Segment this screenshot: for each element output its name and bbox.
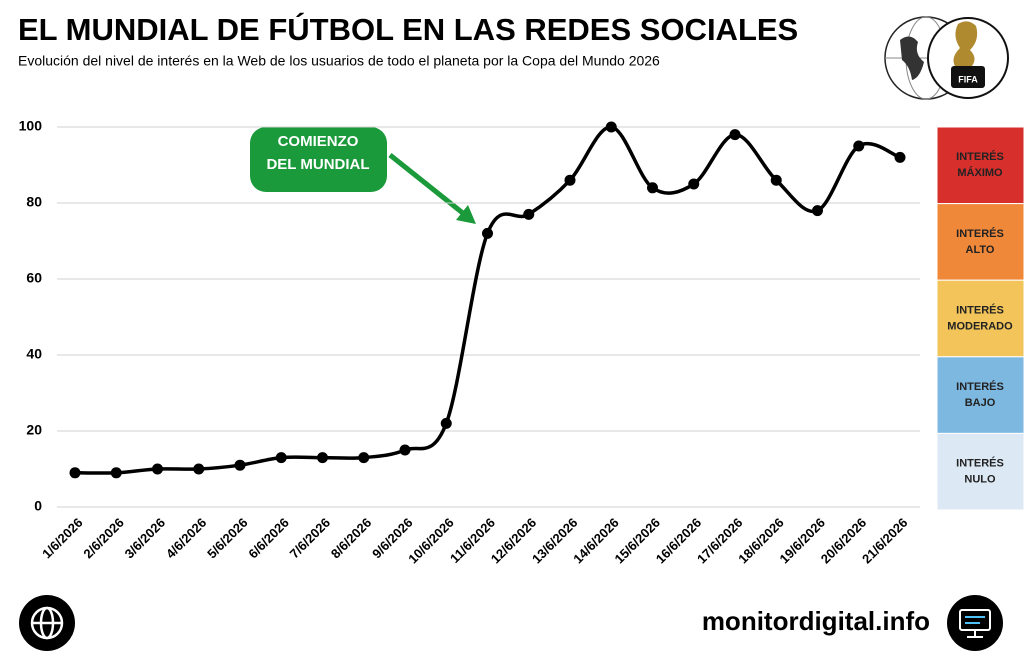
- y-tick-label: 80: [26, 194, 42, 210]
- band-label: INTERÉS: [956, 150, 1004, 163]
- annotation: COMIENZO: [278, 133, 359, 150]
- y-tick-label: 0: [34, 498, 42, 514]
- data-point: [605, 121, 617, 133]
- data-point: [193, 463, 205, 475]
- band-label: MODERADO: [947, 320, 1013, 332]
- fifa-logo: FIFA: [927, 17, 1009, 99]
- data-point: [358, 452, 370, 464]
- band-label: INTERÉS: [956, 380, 1004, 393]
- y-tick-label: 40: [26, 346, 42, 362]
- data-point: [152, 463, 163, 475]
- data-point: [853, 140, 865, 152]
- subtitle: Evolución del nivel de interés en la Web…: [18, 53, 660, 69]
- title: EL MUNDIAL DE FÚTBOL EN LAS REDES SOCIAL…: [18, 11, 798, 47]
- x-tick-label: 2/6/2026: [80, 515, 126, 561]
- x-tick-label: 5/6/2026: [204, 515, 250, 561]
- y-tick-label: 20: [26, 422, 42, 438]
- x-tick-label: 3/6/2026: [122, 515, 168, 561]
- data-point: [440, 417, 452, 429]
- footer: monitordigital.info: [702, 606, 930, 636]
- data-point: [894, 151, 906, 163]
- data-point: [523, 208, 535, 220]
- logo-text: FIFA: [958, 74, 978, 84]
- y-tick-label: 100: [19, 118, 43, 134]
- band-label: INTERÉS: [956, 457, 1004, 470]
- interest-band: [936, 279, 1024, 358]
- band-label: MÁXIMO: [957, 166, 1003, 179]
- annotation-box: [250, 127, 476, 224]
- data-point: [564, 174, 576, 186]
- x-tick-label: 1/6/2026: [39, 515, 85, 561]
- interest-band: [936, 356, 1024, 434]
- data-point: [399, 444, 411, 456]
- x-tick-label: 21/6/2026: [859, 515, 911, 567]
- data-point: [482, 227, 493, 239]
- x-tick-label: 7/6/2026: [287, 515, 333, 561]
- data-point: [69, 467, 81, 479]
- data-point: [234, 459, 246, 471]
- data-point: [770, 174, 782, 186]
- band-label: INTERÉS: [956, 227, 1004, 240]
- data-point: [110, 467, 122, 479]
- data-point: [647, 182, 658, 194]
- x-tick-label: 6/6/2026: [245, 515, 291, 561]
- data-point: [812, 205, 823, 217]
- monitor-icon: [947, 595, 1003, 651]
- band-label: BAJO: [965, 397, 996, 409]
- interest-band: [936, 126, 1024, 205]
- band-label: ALTO: [966, 244, 995, 256]
- annotation: DEL MUNDIAL: [266, 156, 369, 173]
- interest-band: [936, 203, 1024, 281]
- band-label: INTERÉS: [956, 303, 1004, 316]
- data-point: [317, 452, 328, 464]
- x-tick-label: 8/6/2026: [328, 515, 374, 561]
- x-tick-label: 4/6/2026: [163, 515, 209, 561]
- data-point: [275, 452, 287, 464]
- data-point: [688, 178, 700, 190]
- globe-icon: [19, 595, 75, 651]
- interest-band: [936, 432, 1024, 511]
- data-point: [729, 129, 741, 141]
- band-label: NULO: [964, 474, 996, 486]
- y-tick-label: 60: [26, 270, 42, 286]
